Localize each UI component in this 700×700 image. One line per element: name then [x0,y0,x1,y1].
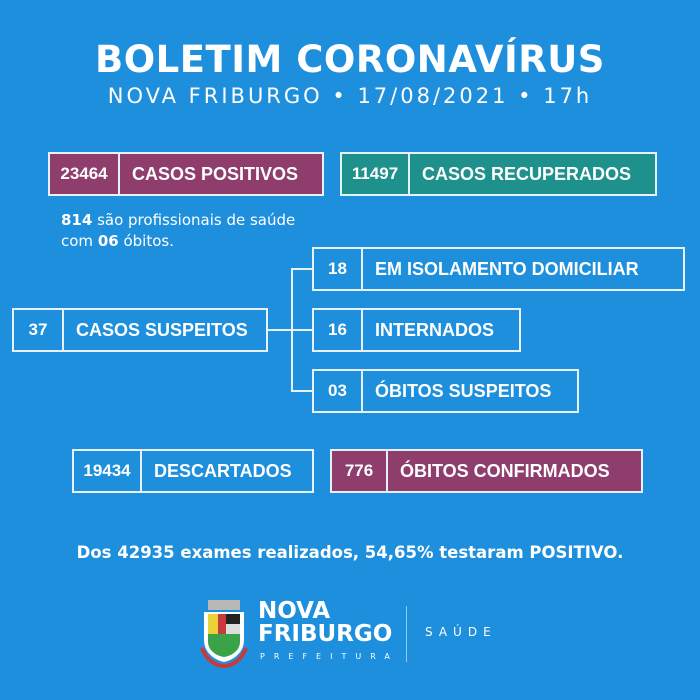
hospitalized-value: 16 [314,310,363,350]
note-text: são profissionais de saúde [92,211,296,229]
positive-cases-label: CASOS POSITIVOS [132,163,299,184]
positive-cases-value: 23464 [50,154,120,194]
confirmed-deaths-value: 776 [332,451,388,491]
connector-line [268,329,312,331]
city-coat-of-arms-icon [200,600,248,668]
suspected-cases-label: CASOS SUSPEITOS [76,319,248,340]
logo-line-1: NOVA [258,598,331,624]
suspected-cases-value: 37 [14,310,64,350]
home-isolation-value: 18 [314,249,363,289]
note-text: com [61,232,98,250]
discarded-label: DESCARTADOS [154,460,292,481]
home-isolation-box: 18 EM ISOLAMENTO DOMICILIAR [312,247,685,291]
discarded-box: 19434 DESCARTADOS [72,449,314,493]
hospitalized-box: 16 INTERNADOS [312,308,521,352]
positive-cases-box: 23464 CASOS POSITIVOS [48,152,324,196]
health-workers-note: 814 são profissionais de saúde com 06 ób… [61,210,295,252]
tests-summary: Dos 42935 exames realizados, 54,65% test… [76,543,624,562]
suspected-deaths-value: 03 [314,371,363,411]
hospitalized-label: INTERNADOS [375,319,495,340]
page-title: BOLETIM CORONAVÍRUS [95,38,605,81]
footer-divider [406,606,407,662]
recovered-cases-box: 11497 CASOS RECUPERADOS [340,152,657,196]
logo-line-2: FRIBURGO [258,621,393,647]
department-name: SAÚDE [425,625,497,639]
discarded-value: 19434 [74,451,142,491]
health-workers-deaths: 06 [97,232,119,250]
home-isolation-label: EM ISOLAMENTO DOMICILIAR [375,258,639,279]
confirmed-deaths-label: ÓBITOS CONFIRMADOS [400,460,610,481]
connector-line [291,268,293,392]
suspected-cases-box: 37 CASOS SUSPEITOS [12,308,268,352]
recovered-cases-value: 11497 [342,154,410,194]
suspected-deaths-label: ÓBITOS SUSPEITOS [375,380,552,401]
connector-line [291,390,312,392]
recovered-cases-label: CASOS RECUPERADOS [422,163,632,184]
connector-line [291,268,312,270]
note-text: óbitos. [118,232,174,250]
page-subtitle: NOVA FRIBURGO • 17/08/2021 • 17h [107,84,593,108]
suspected-deaths-box: 03 ÓBITOS SUSPEITOS [312,369,579,413]
confirmed-deaths-box: 776 ÓBITOS CONFIRMADOS [330,449,643,493]
logo-wordmark: NOVA FRIBURGO [258,600,392,646]
logo-subtitle: PREFEITURA [260,652,399,661]
health-workers-count: 814 [61,211,93,229]
